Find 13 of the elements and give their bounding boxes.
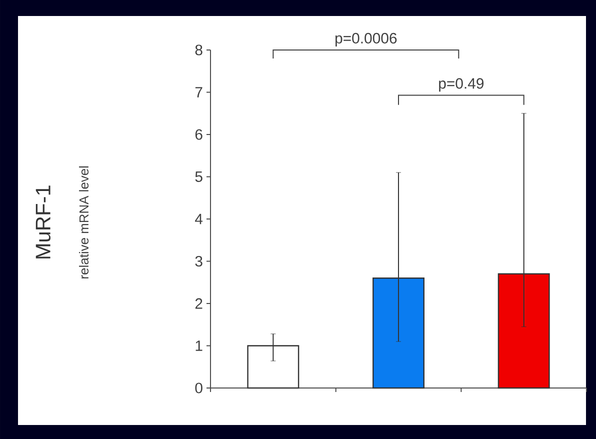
y-tick-label: 1	[196, 340, 202, 351]
y-tick-label: 4	[195, 214, 203, 224]
y-tick-label: 0	[195, 382, 202, 394]
y-tick-label: 2	[195, 298, 202, 309]
annotation: p=0.49	[439, 78, 484, 92]
text: MuRF-1	[36, 186, 50, 258]
y-tick-label: 7	[195, 87, 202, 98]
y-tick-label: 8	[195, 44, 202, 56]
y-tick-label: 6	[195, 129, 202, 140]
y-tick-label: 5	[195, 172, 202, 182]
y-tick-label: 3	[195, 256, 202, 267]
text: p=0.0006	[336, 32, 397, 46]
text: relative mRNA level	[79, 166, 89, 278]
